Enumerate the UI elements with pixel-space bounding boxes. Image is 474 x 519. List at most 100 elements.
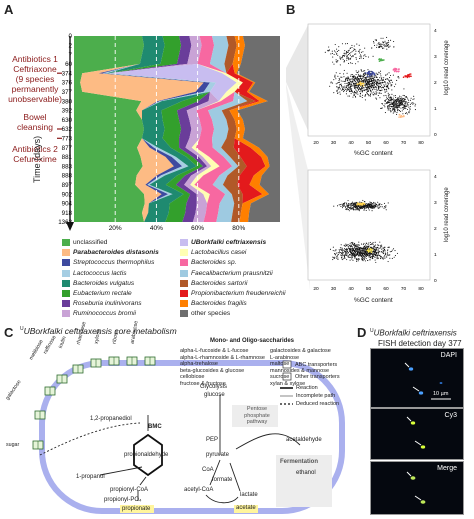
contig-point <box>371 210 373 212</box>
contig-point <box>367 93 369 96</box>
contig-point <box>351 258 353 260</box>
contig-point <box>353 255 355 257</box>
contig-point <box>349 88 351 90</box>
contig-point <box>329 248 332 250</box>
area-borkfalki-ceftriaxensis <box>109 36 237 222</box>
contig-point <box>351 251 353 253</box>
contig-point <box>364 206 366 208</box>
contig-point <box>402 102 404 104</box>
contig-point <box>385 209 387 211</box>
colored-contig-point <box>359 203 361 205</box>
contig-point <box>345 245 347 247</box>
contig-point <box>363 250 365 252</box>
contig-point <box>369 251 371 253</box>
contig-point <box>345 249 347 251</box>
contig-point <box>355 78 357 80</box>
colored-contig-point <box>399 116 402 118</box>
contig-point <box>359 248 361 250</box>
contig-point <box>405 112 407 115</box>
contig-point <box>405 101 407 103</box>
sugar-item: xylan & xylose <box>270 380 306 387</box>
contig-point <box>395 102 397 104</box>
contig-point <box>342 205 344 207</box>
contig-point <box>364 252 366 254</box>
coverage-ylabel-bottom: log10 read coverage <box>444 187 450 242</box>
contig-point <box>366 87 368 89</box>
contig-point <box>393 99 395 101</box>
contig-point <box>379 81 381 83</box>
panel-letter-d: D <box>357 325 367 340</box>
contig-point <box>393 100 395 102</box>
contig-point <box>337 86 339 88</box>
contig-point <box>346 54 348 57</box>
contig-point <box>354 242 356 245</box>
pentose-box <box>232 405 278 427</box>
area-bacteroides-sartorii <box>221 36 256 222</box>
contig-point <box>397 97 399 99</box>
contig-point <box>349 87 351 89</box>
contig-point <box>342 251 344 253</box>
contig-point <box>339 91 341 93</box>
contig-point <box>357 72 359 74</box>
contig-point <box>335 59 337 61</box>
contig-point <box>356 244 358 246</box>
area-bacteroides-vulgatus <box>106 36 217 222</box>
gc-tick-label: 80 <box>418 286 424 290</box>
colored-contig-point <box>369 75 371 77</box>
contig-point <box>337 258 339 261</box>
contig-point <box>352 207 354 209</box>
contig-point <box>366 251 368 253</box>
legend-swatch <box>180 279 188 287</box>
contig-point <box>351 44 353 47</box>
contig-point <box>403 105 405 107</box>
contig-point <box>388 46 390 48</box>
contig-point <box>374 92 376 94</box>
contig-point <box>375 247 377 249</box>
contig-point <box>339 79 341 81</box>
contig-point <box>369 206 371 208</box>
contig-point <box>389 45 391 47</box>
contig-point <box>346 259 348 261</box>
contig-point <box>387 109 389 111</box>
contig-point <box>400 107 402 109</box>
contig-point <box>379 256 381 258</box>
contig-point <box>354 252 357 254</box>
contig-point <box>361 80 363 82</box>
contig-point <box>379 97 381 99</box>
contig-point <box>397 99 399 102</box>
contig-point <box>334 250 336 252</box>
contig-point <box>399 101 401 103</box>
contig-point <box>384 81 387 83</box>
contig-point <box>390 99 393 101</box>
contig-point <box>379 251 381 253</box>
contig-point <box>371 254 374 256</box>
contig-point <box>384 247 386 249</box>
contig-point <box>348 247 350 249</box>
contig-point <box>364 73 367 75</box>
contig-point <box>353 208 355 211</box>
bmc-compartment <box>133 433 163 477</box>
contig-point <box>385 99 387 101</box>
contig-point <box>372 77 375 79</box>
contig-point <box>390 101 392 103</box>
contig-point <box>364 260 366 262</box>
legend-swatch <box>180 290 188 297</box>
label-pep: PEP <box>206 437 219 443</box>
contig-point <box>364 99 366 101</box>
contig-point <box>349 47 351 49</box>
contig-point <box>341 207 344 209</box>
sugar-item: sucrose <box>270 374 290 380</box>
contig-point <box>359 201 361 203</box>
colored-contig-point <box>400 114 403 117</box>
contig-point <box>396 110 399 112</box>
contig-point <box>369 203 371 205</box>
contig-point <box>349 91 351 93</box>
contig-point <box>402 106 404 109</box>
contig-point <box>404 107 406 110</box>
area-faecalibacterium-prausnitzii <box>208 36 248 222</box>
contig-point <box>382 44 384 46</box>
contig-point <box>386 42 389 44</box>
contig-point <box>340 57 342 59</box>
contig-point <box>354 249 357 251</box>
coverage-tick-label: 0 <box>434 278 437 284</box>
